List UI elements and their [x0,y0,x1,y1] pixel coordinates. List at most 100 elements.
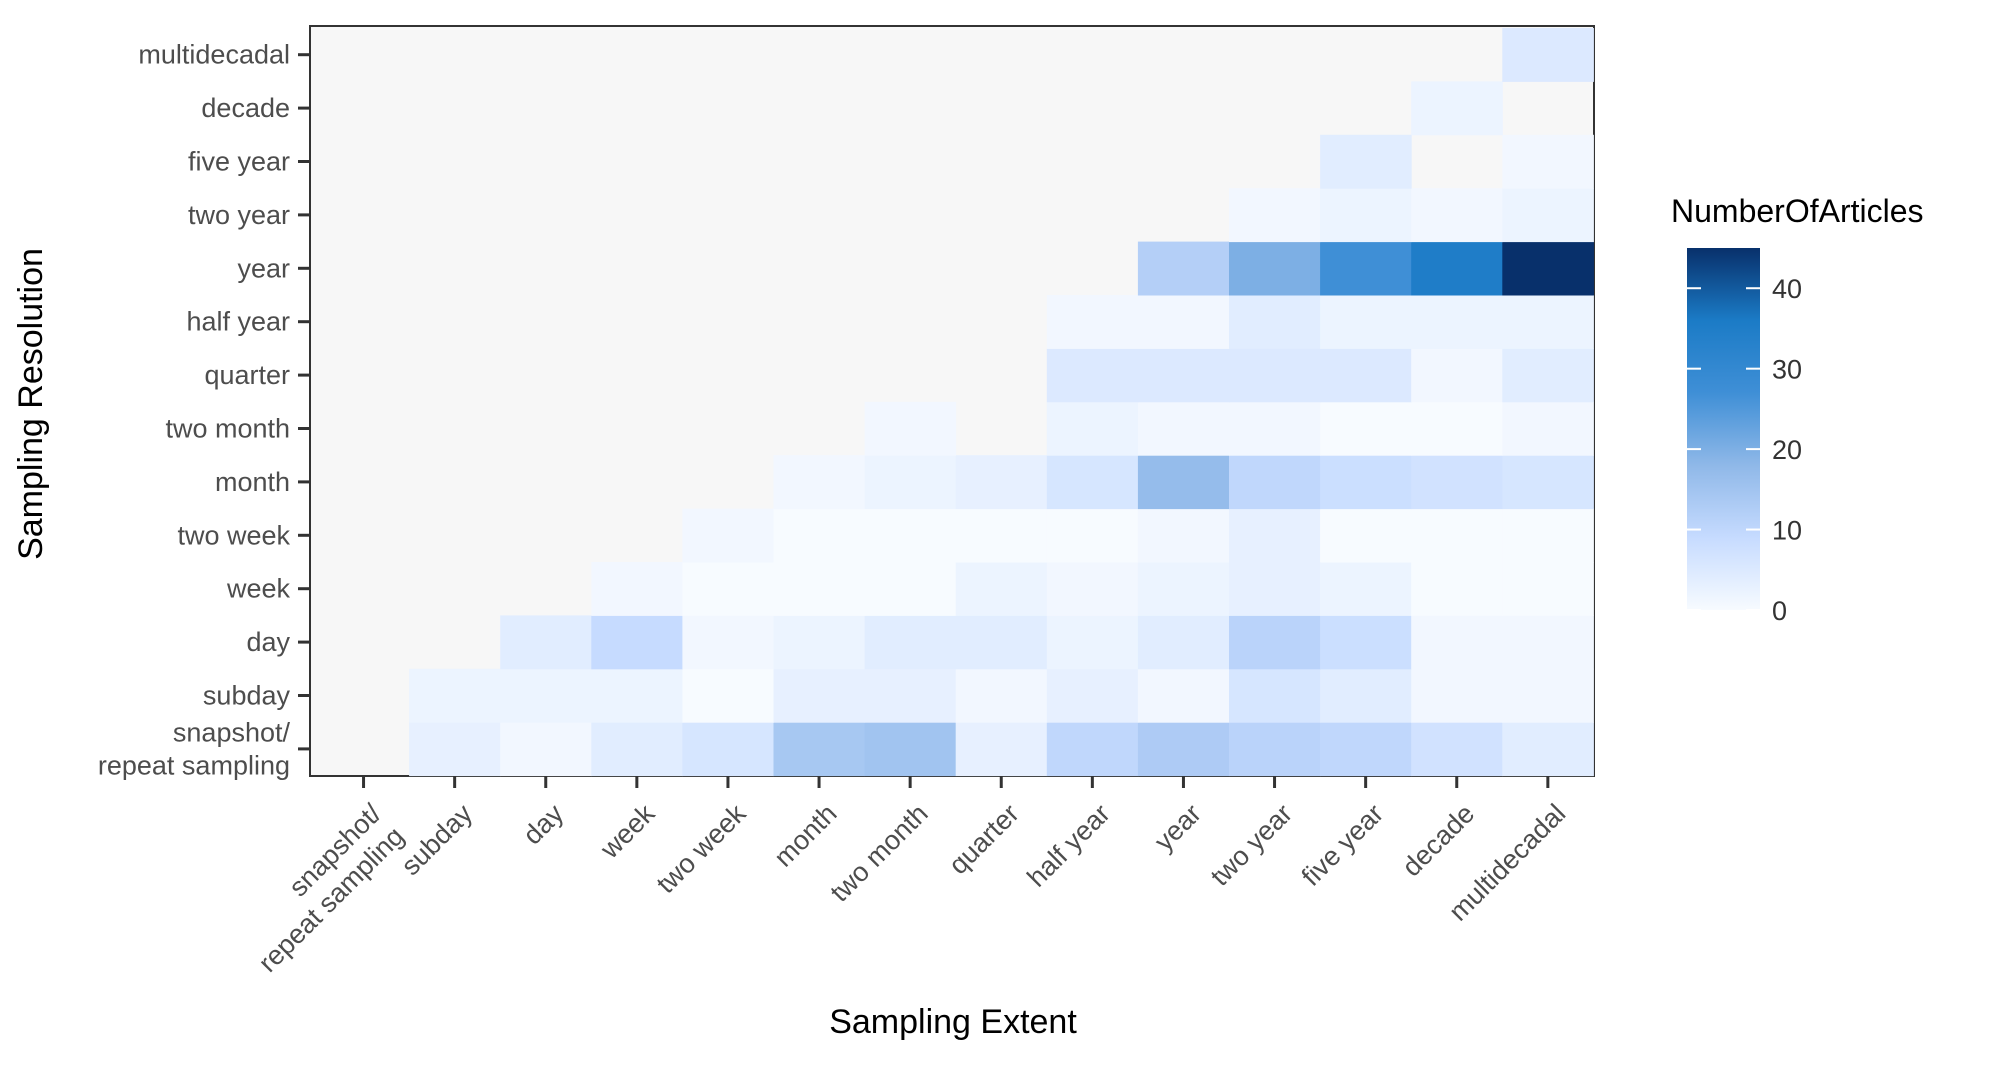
x-tick-label-line: two month [824,798,933,907]
y-tick-label-line: subday [203,681,291,711]
y-tick-label-line: repeat sampling [98,750,290,780]
heatmap-cell [1229,722,1321,777]
heatmap-cell [1229,295,1321,349]
heatmap-cell [1137,295,1230,349]
heatmap-cell [1411,348,1503,403]
y-tick-label: two month [165,414,290,444]
y-tick-label: subday [203,681,291,711]
x-tick-label: half year [1021,798,1115,892]
heatmap-cell [1502,401,1594,456]
heatmap-cell [1320,668,1412,723]
x-tick-label-line: week [594,798,661,865]
heatmap-cell [1411,455,1503,510]
y-axis: snapshot/repeat sampling subday day week two… [98,40,310,780]
heatmap-cell [682,508,774,563]
heatmap-cell [1502,562,1594,616]
heatmap-cell [1411,188,1503,243]
x-tick-label-line: quarter [943,798,1025,880]
heatmap-cell [1502,241,1594,296]
heatmap-cell [1320,455,1412,510]
x-tick-label-line: two week [651,798,752,899]
y-tick-label-line: half year [186,307,290,337]
heatmap-cell [1502,722,1594,777]
heatmap-cell [1229,508,1321,563]
y-tick-label: two week [177,520,290,550]
x-tick-label-line: year [1149,798,1207,856]
heatmap-cell [591,668,683,723]
y-tick-label-line: two month [165,414,290,444]
x-tick-label: two month [824,798,933,907]
heatmap-cell [500,668,592,723]
heatmap-cell [1046,348,1139,403]
heatmap-cell [1320,188,1412,243]
y-tick-label-line: snapshot/ [173,717,291,747]
heatmap-cell [864,615,957,670]
heatmap-cell [591,722,683,777]
y-tick-label-line: quarter [204,360,290,390]
colorbar-tick-label: 40 [1772,274,1802,304]
heatmap-cell [864,401,957,456]
y-tick-label-line: decade [201,93,290,123]
heatmap-cell [1411,81,1503,136]
y-tick-label: quarter [204,360,290,390]
heatmap-cell [1137,401,1230,456]
y-tick-label-line: two year [188,200,290,230]
heatmap-cell [591,615,683,670]
x-tick-label: year [1149,798,1207,856]
heatmap-cell [1137,455,1230,510]
y-tick-label: snapshot/repeat sampling [98,717,291,780]
x-tick-label-line: two year [1205,798,1298,891]
colorbar-tick-label: 30 [1772,355,1802,385]
heatmap-cell [1137,508,1230,563]
heatmap-cell [955,615,1048,670]
heatmap-cell [1046,562,1139,616]
heatmap-cell [1502,615,1594,670]
heatmap-cell [1502,455,1594,510]
heatmap-cell [1229,241,1321,296]
heatmap-cell [1502,668,1594,723]
heatmap-cell [1229,562,1321,616]
colorbar-legend: NumberOfArticles 0 10 20 30 40 [1671,193,1924,626]
colorbar-tick-label: 0 [1772,596,1787,626]
colorbar-bar [1687,248,1760,610]
heatmap-cell [1320,615,1412,670]
heatmap-cell [773,455,866,510]
heatmap-cell [1320,241,1412,296]
x-tick-label: month [768,798,842,872]
heatmap-cell [773,668,866,723]
heatmap-cell [1320,348,1412,403]
heatmap-cell [1137,722,1230,777]
heatmap-cell [1046,401,1139,456]
heatmap-cell [773,615,866,670]
heatmap-cell [1502,28,1594,82]
heatmap-cell [682,668,774,723]
heatmap-cell [955,508,1048,563]
heatmap-cell [864,508,957,563]
y-tick-label-line: year [237,253,290,283]
heatmap-cell [591,562,683,616]
heatmap-cell [864,562,957,616]
heatmap-cell [864,668,957,723]
heatmap-cell [1137,668,1230,723]
y-tick-label: day [246,627,290,657]
heatmap-cell [1320,401,1412,456]
heatmap-cell [1229,188,1321,243]
heatmap-cell [955,455,1048,510]
heatmap-cell [682,615,774,670]
heatmap-cell [1502,508,1594,563]
heatmap-cell [500,722,592,777]
heatmap-cell [409,722,501,777]
heatmap-cell [1137,348,1230,403]
x-tick-label: five year [1296,798,1389,891]
heatmap-cell [1137,562,1230,616]
heatmap-cell [1502,134,1594,189]
y-tick-label-line: week [226,574,291,604]
y-tick-label: multidecadal [138,40,290,70]
y-tick-label: half year [186,307,290,337]
heatmap-cell [1046,615,1139,670]
heatmap-cell [1411,722,1503,777]
heatmap-cell [1320,722,1412,777]
x-axis-title: Sampling Extent [829,1003,1077,1041]
